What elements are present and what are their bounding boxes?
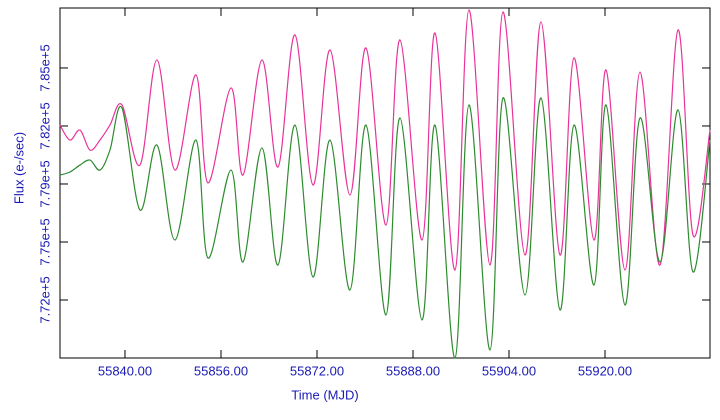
x-tick-label: 55888.00	[386, 363, 440, 378]
x-tick-label: 55904.00	[482, 363, 536, 378]
data-line	[59, 97, 711, 359]
y-tick-label: 7.79e+5	[37, 160, 52, 207]
x-tick-label: 55840.00	[98, 363, 152, 378]
plot-frame	[59, 7, 711, 359]
x-axis-label: Time (MJD)	[291, 387, 358, 402]
y-tick-label: 7.82e+5	[37, 102, 52, 149]
y-axis-label: Flux (e-/sec)	[11, 132, 26, 204]
x-tick-label: 55856.00	[194, 363, 248, 378]
y-tick-label: 7.85e+5	[37, 44, 52, 91]
x-tick-label: 55920.00	[578, 363, 632, 378]
y-tick-label: 7.75e+5	[37, 218, 52, 265]
data-line	[59, 9, 711, 271]
y-tick-label: 7.72e+5	[37, 276, 52, 323]
x-tick-label: 55872.00	[290, 363, 344, 378]
